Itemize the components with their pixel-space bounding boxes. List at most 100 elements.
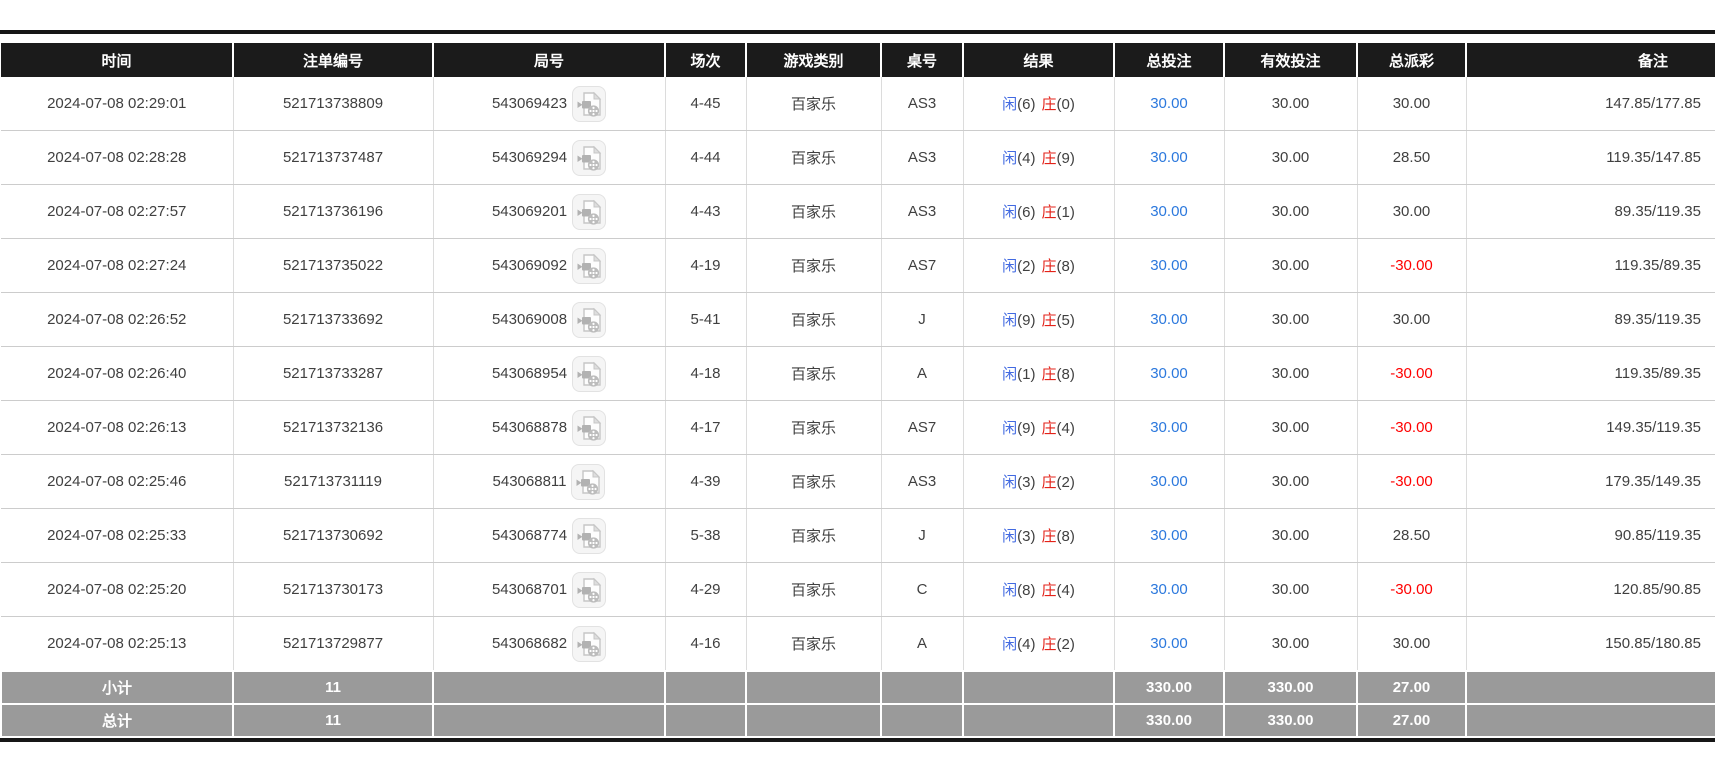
grand-total-total-bet: 330.00 <box>1113 703 1225 738</box>
player-result-label: 闲 <box>1002 366 1018 383</box>
grand-total-valid-bet: 330.00 <box>1223 703 1358 738</box>
bet-id-cell: 521713730173 <box>232 562 433 617</box>
game-type-cell: 百家乐 <box>745 616 881 672</box>
banker-result-label: 庄 <box>1041 636 1057 653</box>
video-replay-button[interactable] <box>572 571 607 608</box>
session-cell: 4-45 <box>664 77 746 131</box>
total-payout-cell: -30.00 <box>1356 238 1466 293</box>
total-bet-cell: 30.00 <box>1113 238 1224 293</box>
total-bet-cell: 30.00 <box>1113 616 1224 672</box>
player-result-score: (1) <box>1017 366 1036 383</box>
player-result-label: 闲 <box>1002 258 1018 275</box>
total-bet-cell: 30.00 <box>1113 130 1224 185</box>
remark-cell: 120.85/90.85 <box>1465 562 1715 617</box>
player-result-score: (4) <box>1017 150 1036 167</box>
video-file-icon <box>577 91 602 117</box>
player-result-label: 闲 <box>1002 636 1018 653</box>
total-payout-cell: 28.50 <box>1356 508 1466 563</box>
col-header-bet-id: 注单编号 <box>232 43 433 77</box>
round-id-cell: 543069008 <box>432 292 665 347</box>
subtotal-valid-bet: 330.00 <box>1223 670 1358 705</box>
total-bet-cell: 30.00 <box>1113 346 1224 401</box>
video-replay-button[interactable] <box>572 517 607 554</box>
header-row: 时间 注单编号 局号 场次 游戏类别 桌号 结果 总投注 有效投注 总派彩 备注 <box>1 43 1715 77</box>
player-result-score: (4) <box>1017 636 1036 653</box>
round-id-cell: 543069092 <box>432 238 665 293</box>
session-cell: 4-18 <box>664 346 746 401</box>
result-cell: 闲(9) 庄(5) <box>962 292 1114 347</box>
round-id: 543069423 <box>491 95 568 112</box>
player-result-score: (6) <box>1017 204 1036 221</box>
total-payout-cell: -30.00 <box>1356 346 1466 401</box>
table-body: 2024-07-08 02:29:01 521713738809 5430694… <box>1 77 1715 672</box>
result-cell: 闲(4) 庄(9) <box>962 130 1114 185</box>
total-bet-cell: 30.00 <box>1113 77 1224 131</box>
total-bet-cell: 30.00 <box>1113 184 1224 239</box>
video-replay-button[interactable] <box>572 85 607 122</box>
total-payout-cell: 28.50 <box>1356 130 1466 185</box>
col-header-round-id: 局号 <box>432 43 665 77</box>
player-result-label: 闲 <box>1002 96 1018 113</box>
round-id-cell: 543069294 <box>432 130 665 185</box>
round-id-cell: 543068682 <box>432 616 665 672</box>
video-replay-button[interactable] <box>572 301 607 338</box>
video-file-icon <box>577 307 602 333</box>
video-replay-button[interactable] <box>572 409 607 446</box>
empty-cell <box>1465 670 1715 705</box>
valid-bet-cell: 30.00 <box>1223 184 1357 239</box>
round-id: 543068701 <box>491 581 568 598</box>
session-cell: 5-38 <box>664 508 746 563</box>
banker-result-score: (5) <box>1056 312 1075 329</box>
bottom-divider <box>0 738 1715 742</box>
video-file-icon <box>577 253 602 279</box>
session-cell: 4-44 <box>664 130 746 185</box>
video-replay-button[interactable] <box>572 193 607 230</box>
session-cell: 4-43 <box>664 184 746 239</box>
table-row: 2024-07-08 02:25:33 521713730692 5430687… <box>1 508 1715 563</box>
total-payout-cell: -30.00 <box>1356 454 1466 509</box>
bet-records-page: 时间 注单编号 局号 场次 游戏类别 桌号 结果 总投注 有效投注 总派彩 备注… <box>0 30 1715 742</box>
empty-cell <box>432 670 666 705</box>
banker-result-label: 庄 <box>1041 312 1057 329</box>
session-cell: 4-29 <box>664 562 746 617</box>
banker-result-label: 庄 <box>1041 474 1057 491</box>
player-result-label: 闲 <box>1002 150 1018 167</box>
game-type-cell: 百家乐 <box>745 292 881 347</box>
table-no-cell: J <box>880 292 963 347</box>
round-id-cell: 543068878 <box>432 400 665 455</box>
total-payout-cell: 30.00 <box>1356 184 1466 239</box>
video-file-icon <box>577 631 602 657</box>
video-replay-button[interactable] <box>572 247 607 284</box>
total-payout-cell: 30.00 <box>1356 616 1466 672</box>
result-cell: 闲(3) 庄(8) <box>962 508 1114 563</box>
video-replay-button[interactable] <box>572 139 607 176</box>
banker-result-score: (2) <box>1056 474 1075 491</box>
col-header-game-type: 游戏类别 <box>745 43 881 77</box>
player-result-score: (6) <box>1017 96 1036 113</box>
bet-id-cell: 521713738809 <box>232 77 433 131</box>
bet-time-cell: 2024-07-08 02:27:24 <box>1 238 233 293</box>
round-id: 543068878 <box>491 419 568 436</box>
total-payout-cell: 30.00 <box>1356 292 1466 347</box>
round-id-cell: 543069201 <box>432 184 665 239</box>
player-result-label: 闲 <box>1002 474 1018 491</box>
video-replay-button[interactable] <box>572 355 607 392</box>
game-type-cell: 百家乐 <box>745 184 881 239</box>
round-id: 543069294 <box>491 149 568 166</box>
empty-cell <box>880 670 964 705</box>
video-file-icon <box>577 577 602 603</box>
table-no-cell: C <box>880 562 963 617</box>
bet-time-cell: 2024-07-08 02:25:20 <box>1 562 233 617</box>
empty-cell <box>432 703 666 738</box>
game-type-cell: 百家乐 <box>745 77 881 131</box>
bet-id-cell: 521713732136 <box>232 400 433 455</box>
table-no-cell: AS3 <box>880 184 963 239</box>
table-row: 2024-07-08 02:27:57 521713736196 5430692… <box>1 184 1715 239</box>
remark-cell: 150.85/180.85 <box>1465 616 1715 672</box>
video-replay-button[interactable] <box>572 625 607 662</box>
video-replay-button[interactable] <box>571 463 606 500</box>
video-file-icon <box>577 523 602 549</box>
total-bet-cell: 30.00 <box>1113 292 1224 347</box>
session-cell: 5-41 <box>664 292 746 347</box>
banker-result-score: (1) <box>1056 204 1075 221</box>
